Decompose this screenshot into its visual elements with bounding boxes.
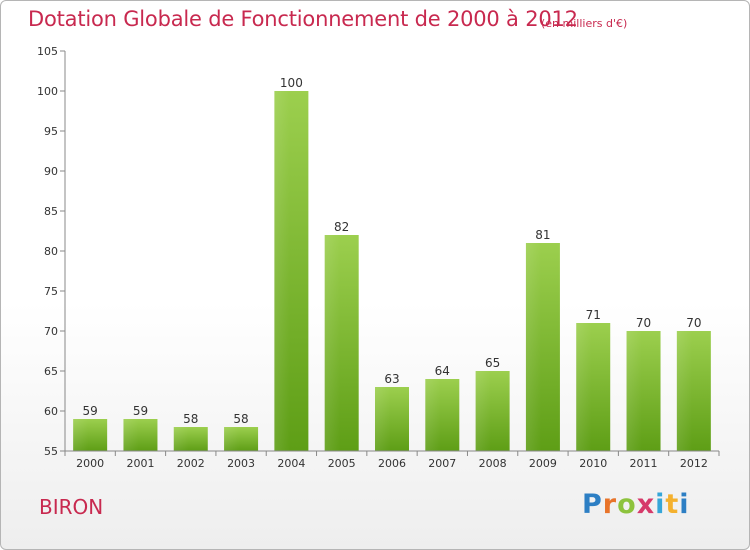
bar-highlight — [676, 331, 693, 451]
data-label: 59 — [83, 404, 98, 418]
data-label: 71 — [586, 308, 601, 322]
data-label: 63 — [384, 372, 399, 386]
data-label: 70 — [686, 316, 701, 330]
bar-highlight — [425, 379, 441, 451]
bar-highlight — [224, 427, 240, 451]
data-label: 100 — [280, 76, 303, 90]
y-tick-label: 70 — [44, 325, 58, 338]
y-tick-label: 80 — [44, 245, 58, 258]
bar-highlight — [525, 243, 542, 451]
y-tick-label: 75 — [44, 285, 58, 298]
bar-highlight — [475, 371, 491, 451]
x-axis: 2000 2001 2002 2003 2004 2005 2006 2007 2008 2009… — [64, 450, 720, 470]
x-tick-label: 2004 — [277, 457, 305, 470]
x-tick-label: 2001 — [126, 457, 154, 470]
data-label: 82 — [334, 220, 349, 234]
bar-highlight — [576, 323, 592, 451]
x-tick-label: 2011 — [630, 457, 658, 470]
data-label: 81 — [535, 228, 550, 242]
bar-highlight — [123, 419, 139, 451]
y-tick-label: 55 — [44, 445, 58, 458]
data-label: 64 — [435, 364, 450, 378]
x-tick-label: 2012 — [680, 457, 708, 470]
unit-note: (en milliers d'€) — [541, 17, 628, 30]
bar-highlight — [324, 235, 340, 451]
bar-highlight — [274, 91, 290, 451]
x-tick-label: 2007 — [428, 457, 456, 470]
x-tick-label: 2005 — [328, 457, 356, 470]
bars: 59 59 58 58 100 82 63 64 65 81 71 70 70 — [73, 76, 711, 451]
x-tick-label: 2003 — [227, 457, 255, 470]
x-tick-label: 2008 — [479, 457, 507, 470]
x-tick-label: 2009 — [529, 457, 557, 470]
x-tick-label: 2002 — [177, 457, 205, 470]
data-label: 58 — [183, 412, 198, 426]
y-axis: 55 60 65 70 75 80 85 90 95 100 105 — [37, 45, 66, 458]
y-tick-label: 105 — [37, 45, 58, 58]
y-tick-label: 90 — [44, 165, 58, 178]
x-tick-label: 2006 — [378, 457, 406, 470]
commune-name: BIRON — [39, 495, 104, 519]
data-label: 65 — [485, 356, 500, 370]
y-tick-label: 95 — [44, 125, 58, 138]
bar-highlight — [626, 331, 642, 451]
data-label: 59 — [133, 404, 148, 418]
y-tick-label: 60 — [44, 405, 58, 418]
proxiti-logo: Proxiti — [582, 489, 690, 520]
data-label: 58 — [233, 412, 248, 426]
chart-title: Dotation Globale de Fonctionnement de 20… — [28, 7, 578, 31]
x-tick-label: 2010 — [579, 457, 607, 470]
y-tick-label: 100 — [37, 85, 58, 98]
y-tick-label: 65 — [44, 365, 58, 378]
bar-highlight — [73, 419, 89, 451]
bar-highlight — [375, 387, 391, 451]
x-tick-label: 2000 — [76, 457, 104, 470]
data-label: 70 — [636, 316, 651, 330]
y-tick-label: 85 — [44, 205, 58, 218]
bar-highlight — [173, 427, 190, 451]
